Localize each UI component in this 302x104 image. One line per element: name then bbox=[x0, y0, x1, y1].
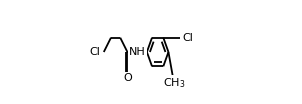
Text: Cl: Cl bbox=[183, 33, 194, 43]
Text: O: O bbox=[123, 73, 132, 83]
Text: CH$_3$: CH$_3$ bbox=[163, 76, 185, 90]
Text: Cl: Cl bbox=[90, 47, 101, 57]
Text: NH: NH bbox=[129, 47, 146, 57]
